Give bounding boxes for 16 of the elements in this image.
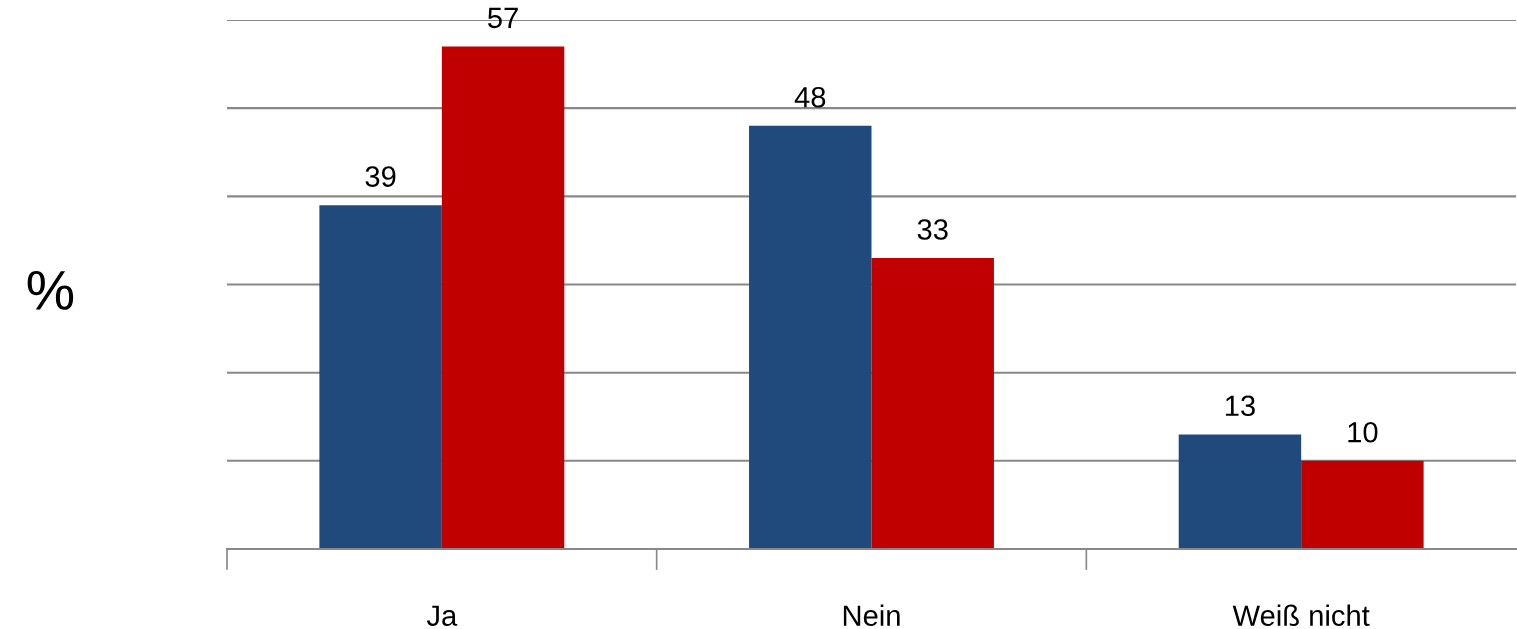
bar: [441, 46, 565, 549]
data-label: 10: [1348, 421, 1378, 443]
bar: [1178, 434, 1302, 549]
bar: [871, 258, 994, 549]
x-tick-label: Ja: [426, 605, 458, 626]
bar: [319, 205, 442, 549]
x-tick-label: Weiß nicht: [1232, 604, 1370, 626]
bar: [749, 125, 872, 549]
bar: [1301, 460, 1424, 549]
x-tick-label: Nein: [843, 604, 900, 626]
data-label: 13: [1225, 395, 1255, 417]
data-label: 57: [488, 7, 518, 29]
data-label: 33: [917, 219, 948, 240]
y-axis-title: %: [27, 270, 74, 310]
data-label: 48: [794, 86, 826, 108]
data-label: 39: [365, 166, 396, 187]
